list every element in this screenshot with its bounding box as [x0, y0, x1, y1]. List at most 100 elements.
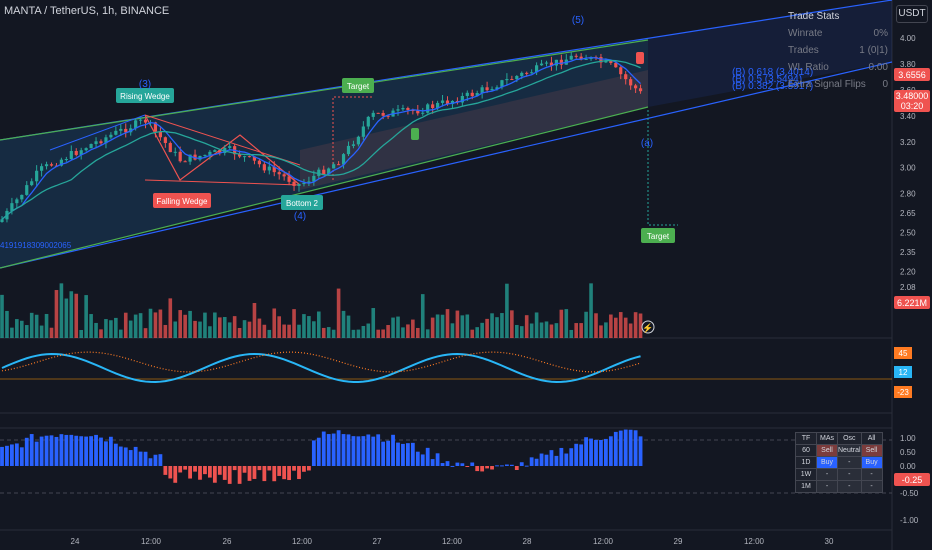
volume-bar [312, 321, 316, 338]
hist-bar [203, 466, 207, 475]
candle [302, 182, 306, 185]
volume-bar [500, 313, 504, 338]
time-tick: 12:00 [593, 537, 614, 546]
hist-bar [381, 441, 386, 466]
sig-cell: - [860, 468, 883, 481]
hist-bar [539, 453, 544, 466]
hist-bar [401, 443, 405, 466]
ma-slow-line [1, 59, 641, 220]
hist-bar [613, 431, 618, 466]
candle [322, 169, 326, 175]
volume-bar [94, 322, 98, 338]
stat-label: Winrate [788, 28, 823, 39]
falling-wedge-upper [144, 114, 301, 166]
candle [544, 62, 549, 64]
candle [376, 112, 380, 114]
hist-bar [34, 441, 39, 466]
candle [10, 203, 14, 211]
volume-bar [435, 314, 440, 338]
hist-bar [208, 466, 212, 478]
hist-bar [470, 462, 475, 466]
hist-bar [450, 465, 455, 467]
volume-bar [0, 294, 4, 338]
fib-382: (B) 0.382 (3.5917) [732, 81, 813, 92]
hist-bar [480, 466, 485, 472]
volume-bar [104, 319, 108, 338]
candle [139, 119, 143, 121]
volume-bar [34, 314, 39, 338]
volume-bar [232, 316, 237, 338]
sig-cell: Sell [860, 444, 883, 457]
candle [539, 63, 544, 66]
hist-bar [287, 466, 291, 481]
hist-bar [356, 436, 361, 466]
moving-averages [1, 56, 642, 220]
hist-bar [435, 453, 440, 466]
hist-bar [74, 435, 79, 466]
hist-bar [366, 434, 371, 466]
candle [386, 115, 390, 117]
hist-bar [465, 466, 470, 467]
hist-bar [351, 436, 356, 466]
hist-bar [118, 446, 123, 466]
hist-bar [292, 466, 296, 471]
candle [361, 126, 365, 137]
volume-bar [208, 326, 212, 338]
osc-badge-2 [894, 366, 912, 378]
volume-bar [569, 329, 574, 338]
hist-bar [69, 434, 74, 466]
candle [59, 159, 63, 166]
candle [79, 150, 83, 155]
osc-badge-1-text: 45 [899, 349, 908, 358]
volume-bar [623, 317, 628, 338]
candle [277, 172, 281, 175]
volume-label [894, 296, 930, 309]
candle [569, 55, 573, 60]
alert-icon[interactable] [641, 320, 655, 334]
volume-bar [450, 323, 455, 338]
hist-bar [485, 466, 489, 469]
hist-bar [336, 430, 341, 466]
hist-bar [188, 466, 192, 479]
currency-button[interactable]: USDT [896, 5, 928, 23]
candle [431, 104, 435, 108]
candle [0, 219, 4, 222]
hist-bar [371, 436, 376, 466]
candle [153, 122, 158, 132]
volume-bars [0, 283, 643, 338]
volume-bar [455, 310, 460, 338]
sig-cell: Buy [860, 456, 883, 469]
price-tick: 2.20 [900, 267, 916, 276]
volume-bar [564, 309, 569, 338]
candle [604, 60, 608, 63]
volume-bar [475, 327, 479, 338]
volume-bar [237, 327, 242, 338]
volume-bar [599, 325, 603, 338]
volume-bar [10, 327, 14, 338]
candle [406, 108, 410, 111]
volume-bar [262, 324, 267, 338]
volume-bar [222, 317, 227, 338]
trade-stats-panel: Trade Stats Winrate 0% Trades 1 (0|1) WL R… [788, 8, 888, 93]
hist-bar [554, 455, 559, 466]
volume-bar [574, 323, 578, 338]
bottom2-tag [281, 195, 323, 210]
candle [411, 110, 415, 112]
chart-title: MANTA / TetherUS, 1h, BINANCE [4, 5, 170, 17]
hist-bar [564, 453, 569, 466]
candle [599, 57, 603, 63]
candle [287, 176, 291, 182]
sig-head: MAs [816, 432, 838, 445]
candle [64, 159, 68, 161]
hist-bar [267, 466, 272, 471]
hist-bar [589, 438, 593, 466]
time-tick: 12:00 [442, 537, 463, 546]
hist-bar [361, 436, 366, 466]
falling-wedge-lower [144, 179, 301, 186]
hist-bar [297, 466, 301, 480]
hist-bar [594, 439, 598, 466]
volume-bar [510, 310, 514, 338]
volume-bar [396, 316, 400, 338]
candle [515, 75, 519, 80]
candle [465, 92, 469, 96]
